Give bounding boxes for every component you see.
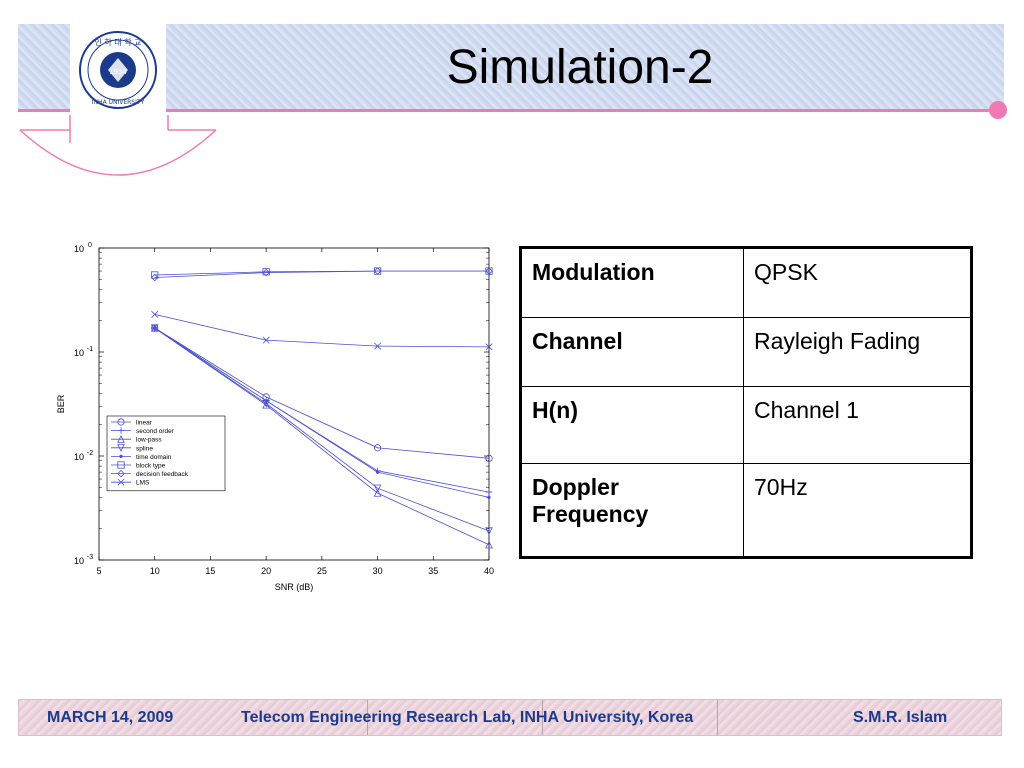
x-tick-label: 5 — [96, 566, 101, 576]
data-point — [487, 495, 491, 499]
footer-date: MARCH 14, 2009 — [47, 709, 174, 726]
legend-label: second order — [136, 428, 175, 435]
table-row: H(n) Channel 1 — [520, 386, 972, 464]
data-point — [151, 310, 159, 318]
footer-lab: Telecom Engineering Research Lab, INHA U… — [241, 709, 694, 726]
legend-label: low-pass — [136, 437, 162, 444]
table-row: Channel Rayleigh Fading — [520, 317, 972, 387]
series-line-spline — [154, 327, 490, 532]
x-tick-label: 10 — [150, 566, 160, 576]
y-tick-label: 10 — [74, 244, 84, 254]
data-point — [262, 268, 270, 276]
plot-frame — [98, 247, 490, 561]
x-tick-label: 20 — [261, 566, 271, 576]
footer-divider — [542, 700, 543, 735]
x-tick-label: 15 — [205, 566, 215, 576]
series-line-time-domain — [154, 327, 490, 498]
decorative-arc — [19, 115, 217, 176]
data-point — [485, 454, 493, 462]
y-tick-exponent: -1 — [87, 346, 93, 353]
y-axis-label: BER — [56, 394, 66, 413]
parameter-table: Modulation QPSK Channel Rayleigh Fading … — [519, 246, 973, 559]
data-point — [150, 273, 159, 282]
legend-box — [106, 415, 226, 492]
data-point — [485, 527, 493, 536]
legend-marker — [117, 444, 125, 452]
param-value: Channel 1 — [743, 386, 972, 464]
table-row: Modulation QPSK — [520, 247, 972, 318]
footer-divider — [367, 700, 368, 735]
slide-title: Simulation-2 — [446, 41, 714, 94]
x-tick-label: 25 — [317, 566, 327, 576]
legend-label: block type — [136, 463, 166, 470]
data-point — [262, 268, 270, 277]
param-value: Rayleigh Fading — [743, 317, 972, 387]
x-tick-label: 30 — [373, 566, 383, 576]
header-band — [18, 24, 1004, 110]
legend-label: spline — [136, 445, 153, 452]
series-line-decision-feedback — [154, 270, 489, 278]
data-point — [262, 336, 270, 344]
y-tick-label: 10 — [74, 348, 84, 358]
y-tick-exponent: 0 — [88, 242, 92, 249]
table-row: Doppler Frequency 70Hz — [520, 463, 972, 558]
y-tick-label: 10 — [74, 452, 84, 462]
data-point — [153, 326, 157, 330]
legend-marker — [117, 427, 125, 434]
series-line-linear — [154, 327, 490, 459]
x-tick-label: 35 — [428, 566, 438, 576]
y-tick-label: 10 — [74, 556, 84, 566]
legend-marker — [119, 454, 123, 458]
footer-author: S.M.R. Islam — [853, 709, 948, 726]
data-point — [485, 343, 493, 351]
data-point — [485, 540, 493, 549]
param-value: 70Hz — [743, 463, 972, 558]
param-label: Modulation — [520, 247, 744, 318]
series-line-lms — [154, 314, 490, 348]
legend-marker — [117, 461, 125, 469]
legend-label: decision feedback — [136, 471, 189, 478]
data-point — [375, 470, 380, 474]
data-point — [151, 271, 159, 279]
param-value: QPSK — [743, 247, 972, 318]
data-point — [264, 399, 268, 403]
data-point — [373, 488, 382, 497]
legend-label: time domain — [136, 454, 172, 461]
header-divider — [18, 109, 998, 112]
legend-label: LMS — [136, 480, 150, 487]
header-dot — [989, 101, 1007, 119]
legend-marker — [117, 478, 125, 486]
university-seal-logo: 인 하 대 학 교 INHA UNIVERSITY 1954 — [79, 31, 157, 109]
data-point — [373, 444, 382, 452]
svg-text:인 하 대 학 교: 인 하 대 학 교 — [95, 37, 142, 47]
footer-divider — [717, 700, 718, 735]
svg-text:1954: 1954 — [109, 68, 127, 76]
svg-text:INHA UNIVERSITY: INHA UNIVERSITY — [92, 99, 145, 106]
series-line-low-pass — [154, 327, 490, 546]
legend-marker — [117, 469, 125, 478]
footer-bar: MARCH 14, 2009 Telecom Engineering Resea… — [18, 699, 1002, 736]
param-label: Doppler Frequency — [520, 463, 744, 558]
legend-marker — [117, 418, 125, 426]
data-point — [485, 267, 493, 275]
data-point — [374, 342, 382, 350]
x-tick-label: 40 — [484, 566, 494, 576]
data-point — [373, 484, 382, 493]
x-axis-label: SNR (dB) — [275, 582, 314, 592]
data-point — [373, 267, 382, 275]
legend-marker — [117, 435, 125, 443]
param-label: H(n) — [520, 386, 744, 464]
y-tick-exponent: -3 — [87, 554, 93, 561]
param-label: Channel — [520, 317, 744, 387]
y-tick-exponent: -2 — [87, 450, 93, 457]
legend-label: linear — [136, 420, 153, 427]
data-point — [485, 488, 493, 496]
